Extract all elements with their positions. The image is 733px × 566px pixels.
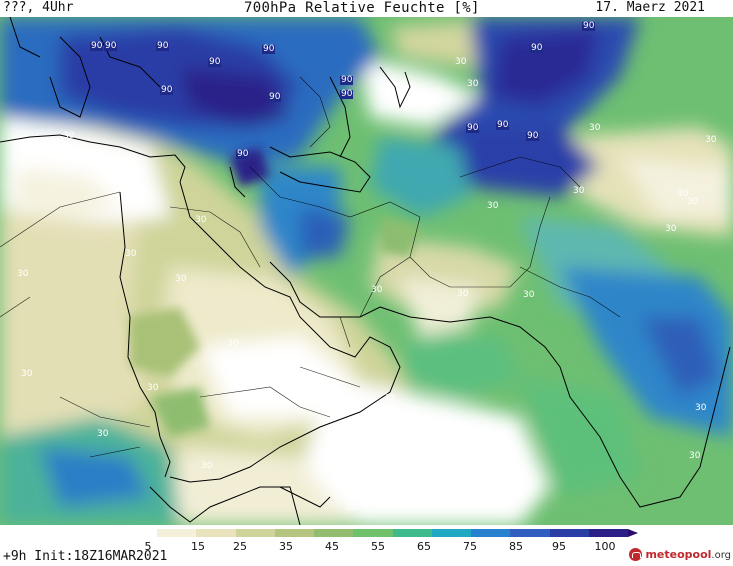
contour-label: 90 [340, 89, 354, 99]
humidity-map[interactable]: 90 90 90 90 90 90 90 90 90 90 90 90 90 90 90 30 30 30 30 30… [0, 17, 733, 525]
contour-label: 90 [262, 44, 276, 54]
colorbar-tick-label: 95 [552, 540, 566, 553]
contour-label: 30 [687, 197, 699, 207]
contour-label: 90 [236, 149, 250, 159]
colorbar-segment [588, 529, 629, 537]
colorbar-tick-label: 65 [417, 540, 431, 553]
contour-label: 30 [97, 429, 109, 439]
colorbar-segment [118, 529, 158, 537]
contour-label: 90 [160, 85, 174, 95]
contour-label: 30 [467, 79, 479, 89]
map-date: 17. Maerz 2021 [595, 0, 705, 15]
contour-label: 90 [104, 41, 118, 51]
contour-label: 30 [487, 201, 499, 211]
contour-label: 90 [466, 123, 480, 133]
contour-label: 30 [455, 57, 467, 67]
contour-label: 30 [573, 186, 585, 196]
contour-label: 30 [195, 215, 207, 225]
colorbar-tick-label: 15 [191, 540, 205, 553]
contour-label: 30 [689, 451, 701, 461]
colorbar-ticks: 5 15 25 35 45 55 65 75 85 95 100 [118, 541, 628, 553]
colorbar-segment [353, 529, 393, 537]
contour-label: 30 [147, 383, 159, 393]
country-borders [0, 76, 621, 458]
contour-label: 30 [705, 135, 717, 145]
contour-label: 90 [156, 41, 170, 51]
colorbar-segment [431, 529, 472, 537]
contour-label: 30 [125, 249, 137, 259]
colorbar-segment [471, 529, 511, 537]
colorbar-tick-label: 5 [144, 540, 152, 553]
colorbar-segment [392, 529, 432, 537]
colorbar-tick-label: 25 [233, 540, 247, 553]
contour-label: 30 [201, 461, 213, 471]
contour-label: 30 [175, 274, 187, 284]
contour-label: 30 [589, 123, 601, 133]
colorbar-tick-label: 100 [594, 540, 616, 553]
colorbar-segment [196, 529, 236, 537]
brand-name: meteopool [645, 548, 712, 561]
colorbar-tick-label: 85 [509, 540, 523, 553]
contour-label: 90 [268, 92, 282, 102]
valid-time-label: ???, 4Uhr [3, 0, 74, 15]
contour-label: 30 [665, 224, 677, 234]
contour-label: 90 [340, 75, 354, 85]
colorbar [118, 529, 629, 537]
brand-link[interactable]: meteopool.org [629, 548, 731, 561]
run-info: +9h Init:18Z16MAR2021 [3, 549, 168, 564]
contour-label: 30 [17, 269, 29, 279]
contour-label: 30 [63, 131, 75, 141]
colorbar-arrow [628, 529, 638, 537]
colorbar-tick-label: 35 [279, 540, 293, 553]
map-title: 700hPa Relative Feuchte [%] [244, 0, 480, 16]
colorbar-segment [314, 529, 354, 537]
contour-label: 30 [677, 189, 689, 199]
contour-label: 90 [496, 120, 510, 130]
colorbar-segment [235, 529, 275, 537]
colorbar-segment [274, 529, 315, 537]
colorbar-tick-label: 55 [371, 540, 385, 553]
contour-label: 90 [526, 131, 540, 141]
colorbar-tick-label: 75 [463, 540, 477, 553]
colorbar-segment [157, 529, 197, 537]
contour-label: 90 [208, 57, 222, 67]
meteopool-logo-icon [629, 548, 643, 561]
humidity-field [0, 17, 733, 525]
coastlines [0, 17, 731, 525]
colorbar-segment [510, 529, 550, 537]
colorbar-segment [549, 529, 589, 537]
contour-label: 30 [523, 290, 535, 300]
contour-label: 90 [582, 21, 596, 31]
contour-label: 30 [227, 339, 239, 349]
brand-text: meteopool.org [645, 548, 731, 561]
contour-label: 30 [371, 285, 383, 295]
contour-label: 30 [383, 393, 395, 403]
contour-label: 30 [21, 369, 33, 379]
contour-label: 90 [530, 43, 544, 53]
contour-label: 30 [457, 289, 469, 299]
colorbar-tick-label: 45 [325, 540, 339, 553]
contour-label: 90 [90, 41, 104, 51]
brand-tld: .org [711, 550, 731, 561]
contour-label: 30 [345, 503, 357, 513]
contour-label: 30 [695, 403, 707, 413]
